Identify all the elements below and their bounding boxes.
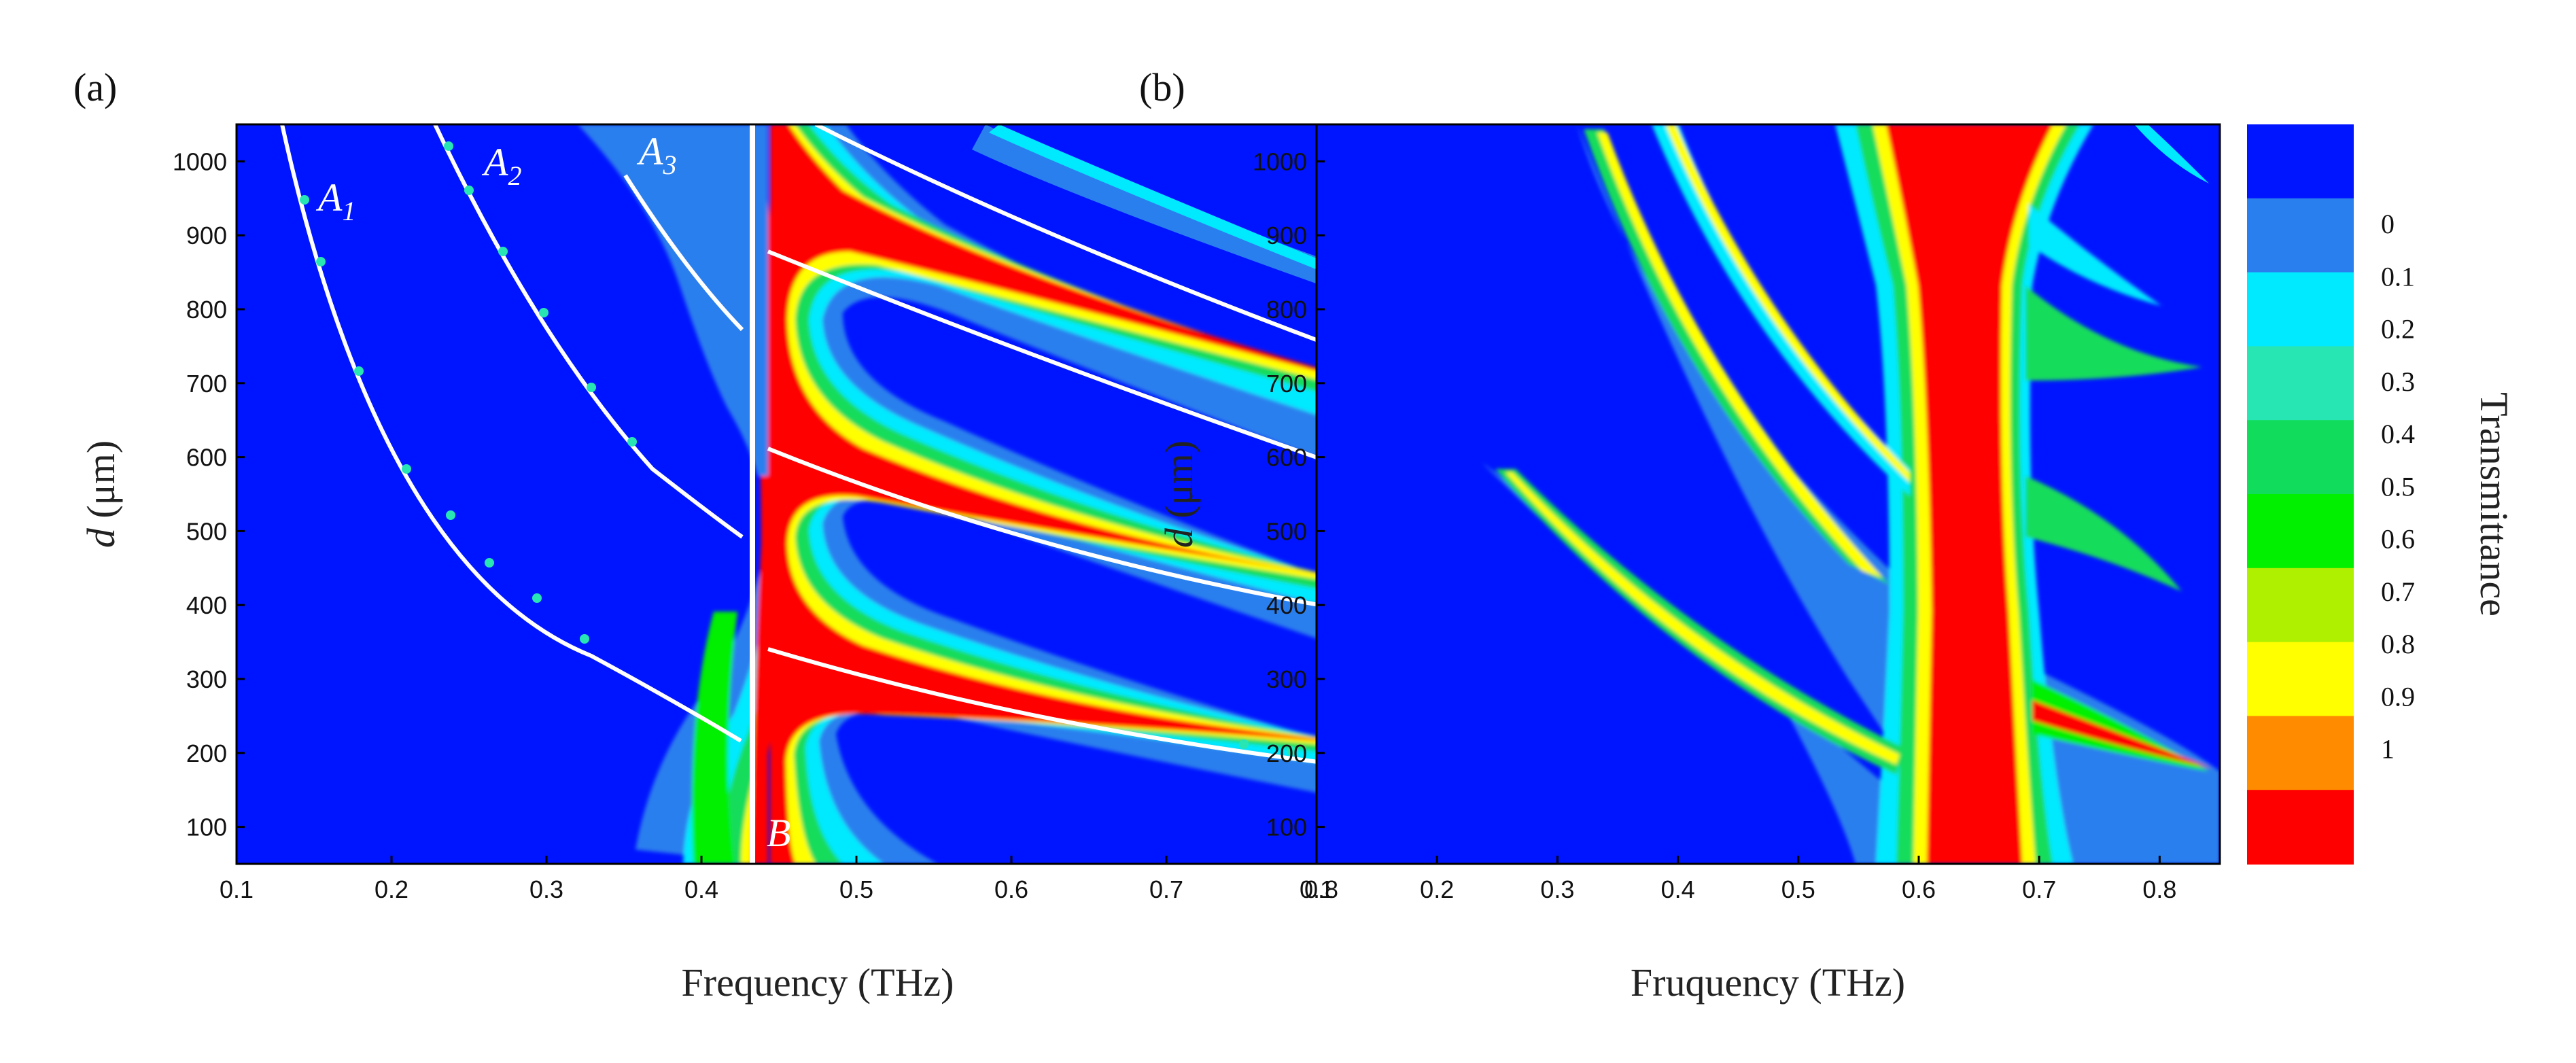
panel-a-heatmap	[237, 124, 1399, 864]
colorbar-block	[2247, 568, 2354, 643]
mode-label-a3: A3	[636, 129, 676, 180]
colorbar-block	[2247, 642, 2354, 717]
y-tick-label: 500	[186, 517, 227, 545]
colorbar-labels: 0 0.1 0.2 0.3 0.4 0.5 0.6 0.7 0.8 0.9 1	[2381, 209, 2415, 765]
y-tick-label: 100	[186, 814, 227, 841]
mode-label-a2: A2	[481, 140, 521, 191]
colorbar-block	[2247, 124, 2354, 199]
colorbar-block	[2247, 716, 2354, 791]
colorbar-block	[2247, 494, 2354, 569]
colorbar-label: 0.8	[2381, 629, 2415, 659]
colorbar-block	[2247, 198, 2354, 273]
curve-a3	[623, 174, 744, 332]
x-tick-label: 0.1	[1300, 875, 1334, 903]
curve-c2	[767, 647, 1399, 773]
x-tick-label: 0.6	[994, 875, 1028, 903]
curve-c4	[767, 249, 1399, 488]
y-tick-label: 200	[186, 739, 227, 767]
colorbar-block	[2247, 346, 2354, 421]
y-tick-label: 100	[1266, 814, 1307, 841]
x-tick-label: 0.4	[1661, 875, 1695, 903]
mode-label-a1: A1	[315, 175, 355, 226]
x-tick-label: 0.5	[839, 875, 873, 903]
colorbar-block	[2247, 790, 2354, 865]
panel-a-axes: 0.1 0.2 0.3 0.4 0.5 0.6 0.7 0.8 100 200 300 400 500 6…	[173, 147, 1338, 903]
mode-label-b: B	[767, 811, 790, 855]
panel-a-ylabel: d (μm)	[79, 440, 123, 548]
y-tick-label: 300	[186, 665, 227, 693]
colorbar-title: Transmittance	[2472, 392, 2516, 616]
y-tick-label: 700	[186, 370, 227, 398]
colorbar-label: 0.6	[2381, 524, 2415, 555]
panel-b-heatmap	[1317, 124, 2220, 864]
colorbar-label: 0	[2381, 209, 2395, 239]
panel-a: (a)	[73, 65, 1400, 1005]
y-tick-label: 800	[1266, 296, 1307, 324]
colorbar-label: 1	[2381, 734, 2395, 765]
y-tick-label: 1000	[1253, 147, 1307, 175]
y-tick-label: 400	[186, 591, 227, 619]
panel-b: (b)	[1139, 65, 2221, 1005]
curve-c3	[767, 447, 1399, 621]
y-tick-label: 200	[1266, 739, 1307, 767]
y-tick-label: 900	[1266, 222, 1307, 249]
y-tick-label: 1000	[173, 147, 227, 175]
colorbar-block	[2247, 420, 2354, 495]
x-tick-label: 0.2	[1420, 875, 1454, 903]
curve-a2	[433, 123, 744, 539]
y-tick-label: 900	[186, 222, 227, 249]
colorbar-label: 0.7	[2381, 576, 2415, 607]
colorbar: 0 0.1 0.2 0.3 0.4 0.5 0.6 0.7 0.8 0.9 1 Transmitta…	[2247, 124, 2516, 865]
y-tick-label: 300	[1266, 665, 1307, 693]
x-tick-label: 0.7	[1149, 875, 1183, 903]
x-tick-label: 0.3	[529, 875, 563, 903]
x-tick-label: 0.6	[1902, 875, 1936, 903]
panel-a-overlay-curves	[280, 122, 1400, 864]
panel-b-xlabel: Fruquency (THz)	[1631, 960, 1905, 1005]
x-tick-label: 0.8	[1304, 875, 1338, 903]
colorbar-label: 0.5	[2381, 471, 2415, 502]
x-tick-label: 0.1	[220, 875, 254, 903]
y-tick-label: 600	[186, 444, 227, 472]
x-tick-label: 0.2	[375, 875, 408, 903]
y-tick-label: 400	[1266, 591, 1307, 619]
colorbar-label: 0.4	[2381, 419, 2415, 449]
panel-b-frame	[1315, 123, 2221, 865]
panel-b-label: (b)	[1139, 65, 1185, 109]
x-tick-label: 0.7	[2022, 875, 2056, 903]
y-tick-label: 800	[186, 296, 227, 324]
panel-b-ylabel: d (μm)	[1157, 440, 1201, 548]
panel-a-label: (a)	[73, 65, 117, 109]
panel-a-xlabel: Frequency (THz)	[682, 960, 954, 1005]
panel-b-axes: 0.1 0.2 0.3 0.4 0.5 0.6 0.7 0.8 100 200 300 400 500 6…	[1253, 147, 2177, 903]
y-tick-label: 700	[1266, 370, 1307, 398]
x-tick-label: 0.4	[684, 875, 718, 903]
x-tick-label: 0.3	[1540, 875, 1574, 903]
curve-c1	[814, 122, 1400, 372]
y-tick-label: 600	[1266, 444, 1307, 472]
colorbar-label: 0.1	[2381, 261, 2415, 292]
x-tick-label: 0.5	[1781, 875, 1815, 903]
colorbar-block	[2247, 272, 2354, 347]
y-tick-label: 500	[1266, 517, 1307, 545]
x-tick-label: 0.8	[2142, 875, 2176, 903]
colorbar-label: 0.9	[2381, 681, 2415, 712]
colorbar-label: 0.3	[2381, 366, 2415, 397]
colorbar-label: 0.2	[2381, 314, 2415, 345]
colorbar-blocks	[2247, 124, 2354, 865]
curve-a1	[280, 124, 742, 743]
